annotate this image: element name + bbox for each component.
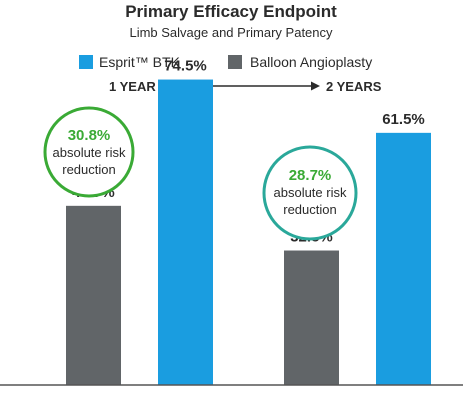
legend: Esprit™ BTK Balloon Angioplasty (79, 54, 372, 70)
callout-circle-2 (262, 145, 358, 241)
bar-label-esprit-1: 74.5% (164, 58, 207, 75)
chart-subtitle: Limb Salvage and Primary Patency (129, 25, 333, 40)
callout-text-2a: absolute risk (274, 185, 347, 200)
risk-reduction-callout-2: 28.7% absolute risk reduction (262, 145, 358, 241)
bar-balloon-1 (66, 205, 121, 385)
chart-title: Primary Efficacy Endpoint (125, 2, 337, 21)
timeline: 1 YEAR 2 YEARS (109, 79, 382, 94)
callout-circle-1 (43, 106, 135, 198)
callout-text-2b: reduction (283, 202, 336, 217)
risk-reduction-callout-1: 30.8% absolute risk reduction (43, 106, 135, 198)
legend-swatch-esprit (79, 55, 93, 69)
bars (66, 79, 431, 386)
legend-label-balloon: Balloon Angioplasty (250, 54, 372, 70)
legend-swatch-balloon (228, 55, 242, 69)
callout-text-1b: reduction (62, 162, 115, 177)
bar-balloon-2 (284, 250, 339, 385)
bar-esprit-1 (158, 79, 213, 386)
period-label-1: 1 YEAR (109, 79, 156, 94)
callout-text-1a: absolute risk (53, 145, 126, 160)
timeline-arrow-head (311, 81, 320, 91)
period-label-2: 2 YEARS (326, 79, 382, 94)
bar-esprit-2 (376, 132, 431, 385)
callout-value-2: 28.7% (289, 167, 332, 184)
legend-label-esprit: Esprit™ BTK (99, 54, 181, 70)
callout-value-1: 30.8% (68, 127, 111, 144)
bar-label-esprit-2: 61.5% (382, 111, 425, 128)
